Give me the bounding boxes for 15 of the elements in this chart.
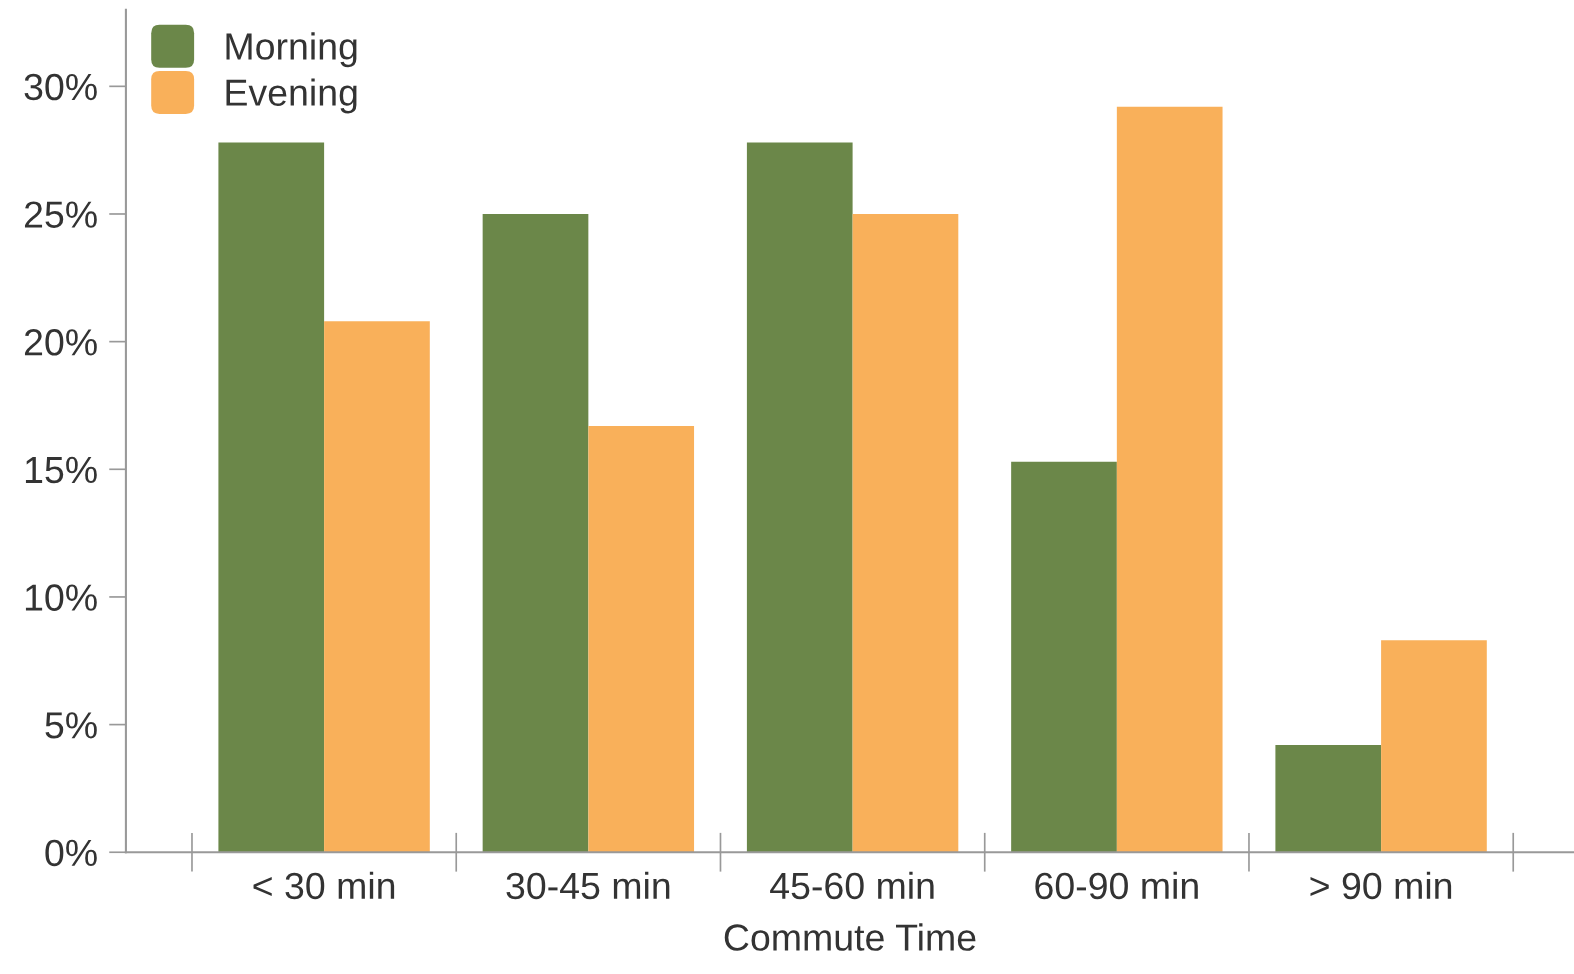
x-tick-label: > 90 min — [1310, 871, 1452, 900]
x-axis-title: Commute Time — [724, 923, 976, 951]
x-tick-label: 30-45 min — [506, 871, 670, 900]
y-tick-label: 10% — [25, 584, 97, 611]
x-tick-label: < 30 min — [253, 871, 395, 900]
y-tick-label: 5% — [45, 712, 97, 739]
y-tick-label: 15% — [25, 456, 97, 484]
y-tick-label: 20% — [24, 329, 97, 356]
y-tick-label: 0% — [45, 839, 97, 867]
legend-label: Morning — [226, 32, 357, 68]
y-tick-label: 25% — [24, 201, 97, 228]
x-tick-label: 45-60 min — [770, 871, 934, 900]
y-tick-label: 30% — [24, 73, 97, 101]
legend-label: Evening — [226, 78, 357, 114]
x-tick-label: 60-90 min — [1035, 871, 1198, 900]
